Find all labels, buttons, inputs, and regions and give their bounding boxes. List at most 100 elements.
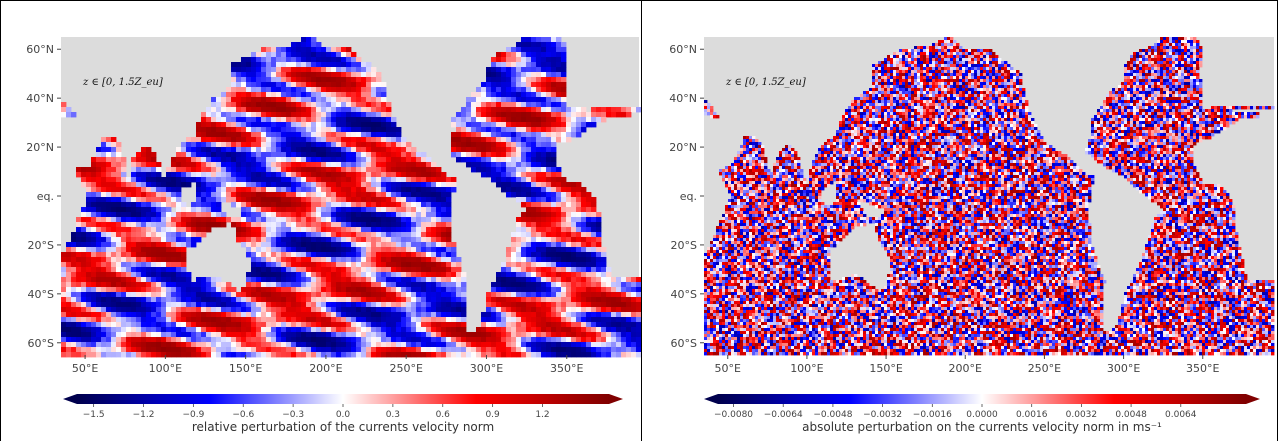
field-cell [406, 222, 412, 228]
field-cell [241, 82, 247, 88]
field-cell [511, 272, 517, 278]
field-cell [226, 192, 232, 198]
field-cell [386, 322, 392, 328]
field-cell [206, 312, 212, 318]
field-cell [361, 117, 367, 123]
field-cell [341, 332, 347, 338]
field-cell [116, 207, 122, 213]
field-cell [111, 232, 117, 238]
field-cell [216, 292, 222, 298]
field-cell [576, 307, 582, 313]
field-cell [546, 82, 552, 88]
field-cell [491, 337, 497, 343]
field-cell [591, 122, 597, 128]
field-cell [76, 237, 82, 243]
field-cell [131, 297, 137, 303]
field-cell [386, 222, 392, 228]
field-cell [561, 177, 567, 183]
field-cell [266, 132, 272, 138]
field-cell [136, 172, 142, 178]
field-cell [241, 92, 247, 98]
field-cell [301, 122, 307, 128]
field-cell [466, 107, 472, 113]
field-cell [226, 102, 232, 108]
field-cell [71, 347, 77, 353]
field-cell [391, 152, 397, 158]
field-cell [121, 277, 127, 283]
field-cell [186, 147, 192, 153]
field-cell [471, 127, 477, 133]
field-cell [541, 37, 547, 43]
field-cell [101, 222, 107, 228]
field-cell [526, 332, 532, 338]
field-cell [421, 177, 427, 183]
field-cell [531, 237, 537, 243]
field-cell [541, 267, 547, 273]
field-cell [371, 302, 377, 308]
field-cell [206, 172, 212, 178]
field-cell [291, 52, 297, 58]
field-cell [366, 87, 372, 93]
field-cell [406, 257, 412, 263]
field-cell [576, 112, 582, 118]
field-cell [526, 67, 532, 73]
field-cell [406, 217, 412, 223]
field-cell [496, 287, 502, 293]
field-cell [421, 272, 427, 278]
field-cell [546, 172, 552, 178]
field-cell [281, 252, 287, 258]
field-cell [166, 207, 172, 213]
field-cell [556, 92, 562, 98]
field-cell [366, 292, 372, 298]
field-cell [236, 167, 242, 173]
field-cell [336, 192, 342, 198]
field-cell [571, 292, 577, 298]
field-cell [386, 217, 392, 223]
field-cell [266, 152, 272, 158]
field-cell [91, 212, 97, 218]
field-cell [596, 297, 602, 303]
field-cell [566, 322, 572, 328]
field-cell [626, 297, 632, 303]
field-cell [431, 212, 437, 218]
field-cell [506, 297, 512, 303]
field-cell [151, 157, 157, 163]
field-cell [361, 137, 367, 143]
field-cell [316, 247, 322, 253]
field-cell [261, 97, 267, 103]
field-cell [256, 332, 262, 338]
field-cell [276, 317, 282, 323]
field-cell [341, 127, 347, 133]
field-cell [566, 207, 572, 213]
field-cell [171, 182, 177, 188]
field-cell [376, 72, 382, 78]
field-cell [311, 287, 317, 293]
field-cell [591, 227, 597, 233]
field-cell [431, 262, 437, 268]
field-cell [211, 122, 217, 128]
field-cell [586, 247, 592, 253]
field-cell [106, 287, 112, 293]
field-cell [91, 167, 97, 173]
field-cell [226, 317, 232, 323]
field-cell [346, 117, 352, 123]
field-cell [161, 267, 167, 273]
field-cell [461, 152, 467, 158]
field-cell [241, 197, 247, 203]
field-cell [346, 232, 352, 238]
field-cell [296, 127, 302, 133]
field-cell [516, 187, 522, 193]
field-cell [151, 182, 157, 188]
field-cell [176, 312, 182, 318]
field-cell [191, 177, 197, 183]
field-cell [396, 152, 402, 158]
field-cell [81, 307, 87, 313]
field-cell [626, 327, 632, 333]
field-cell [316, 177, 322, 183]
field-cell [376, 167, 382, 173]
field-cell [341, 307, 347, 313]
field-cell [296, 312, 302, 318]
field-cell [451, 292, 457, 298]
field-cell [186, 162, 192, 168]
field-cell [566, 272, 572, 278]
